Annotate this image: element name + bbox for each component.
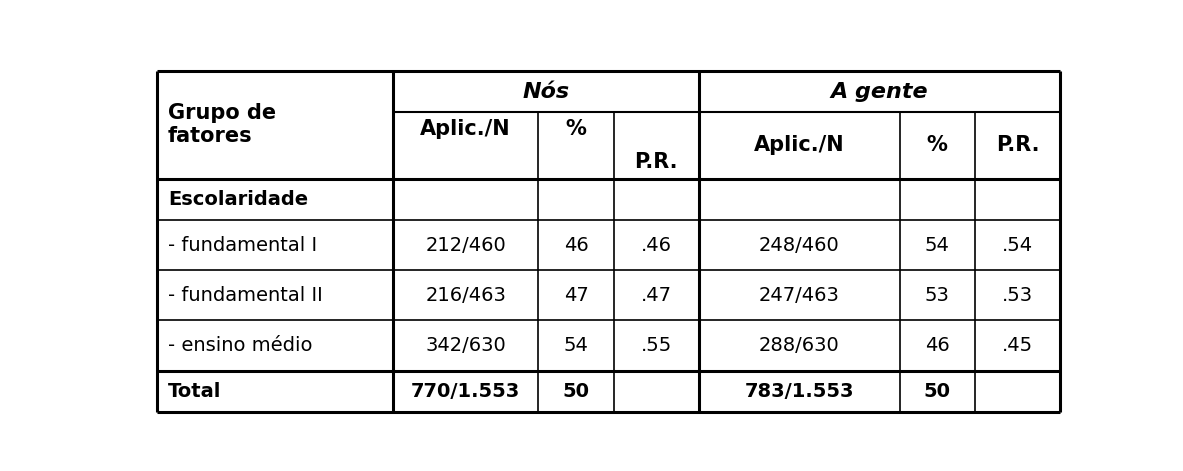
Text: 54: 54 (925, 236, 950, 254)
Text: .45: .45 (1002, 336, 1033, 355)
Text: 248/460: 248/460 (758, 236, 840, 254)
Text: Escolaridade: Escolaridade (168, 190, 308, 209)
Text: .47: .47 (641, 286, 672, 305)
Text: 783/1.553: 783/1.553 (744, 382, 854, 401)
Text: 50: 50 (562, 382, 589, 401)
Text: P.R.: P.R. (996, 136, 1039, 155)
Text: - ensino médio: - ensino médio (168, 336, 312, 355)
Text: 216/463: 216/463 (425, 286, 506, 305)
Text: Grupo de
fatores: Grupo de fatores (168, 103, 276, 146)
Text: %: % (565, 119, 587, 139)
Text: 53: 53 (925, 286, 950, 305)
Text: - fundamental II: - fundamental II (168, 286, 323, 305)
Text: 50: 50 (924, 382, 951, 401)
Text: %: % (926, 136, 948, 155)
Text: 47: 47 (563, 286, 588, 305)
Text: .53: .53 (1002, 286, 1033, 305)
Text: P.R.: P.R. (634, 152, 678, 172)
Text: .55: .55 (641, 336, 672, 355)
Text: 288/630: 288/630 (758, 336, 840, 355)
Text: Total: Total (168, 382, 221, 401)
Text: 212/460: 212/460 (425, 236, 506, 254)
Text: 46: 46 (925, 336, 950, 355)
Text: - fundamental I: - fundamental I (168, 236, 317, 254)
Text: Aplic./N: Aplic./N (754, 136, 845, 155)
Text: 247/463: 247/463 (758, 286, 840, 305)
Text: 342/630: 342/630 (425, 336, 506, 355)
Text: .54: .54 (1002, 236, 1033, 254)
Text: Nós: Nós (523, 81, 569, 102)
Text: 46: 46 (563, 236, 588, 254)
Text: 54: 54 (563, 336, 588, 355)
Text: 770/1.553: 770/1.553 (411, 382, 521, 401)
Text: .46: .46 (641, 236, 672, 254)
Text: A gente: A gente (830, 81, 929, 102)
Text: Aplic./N: Aplic./N (420, 119, 511, 139)
